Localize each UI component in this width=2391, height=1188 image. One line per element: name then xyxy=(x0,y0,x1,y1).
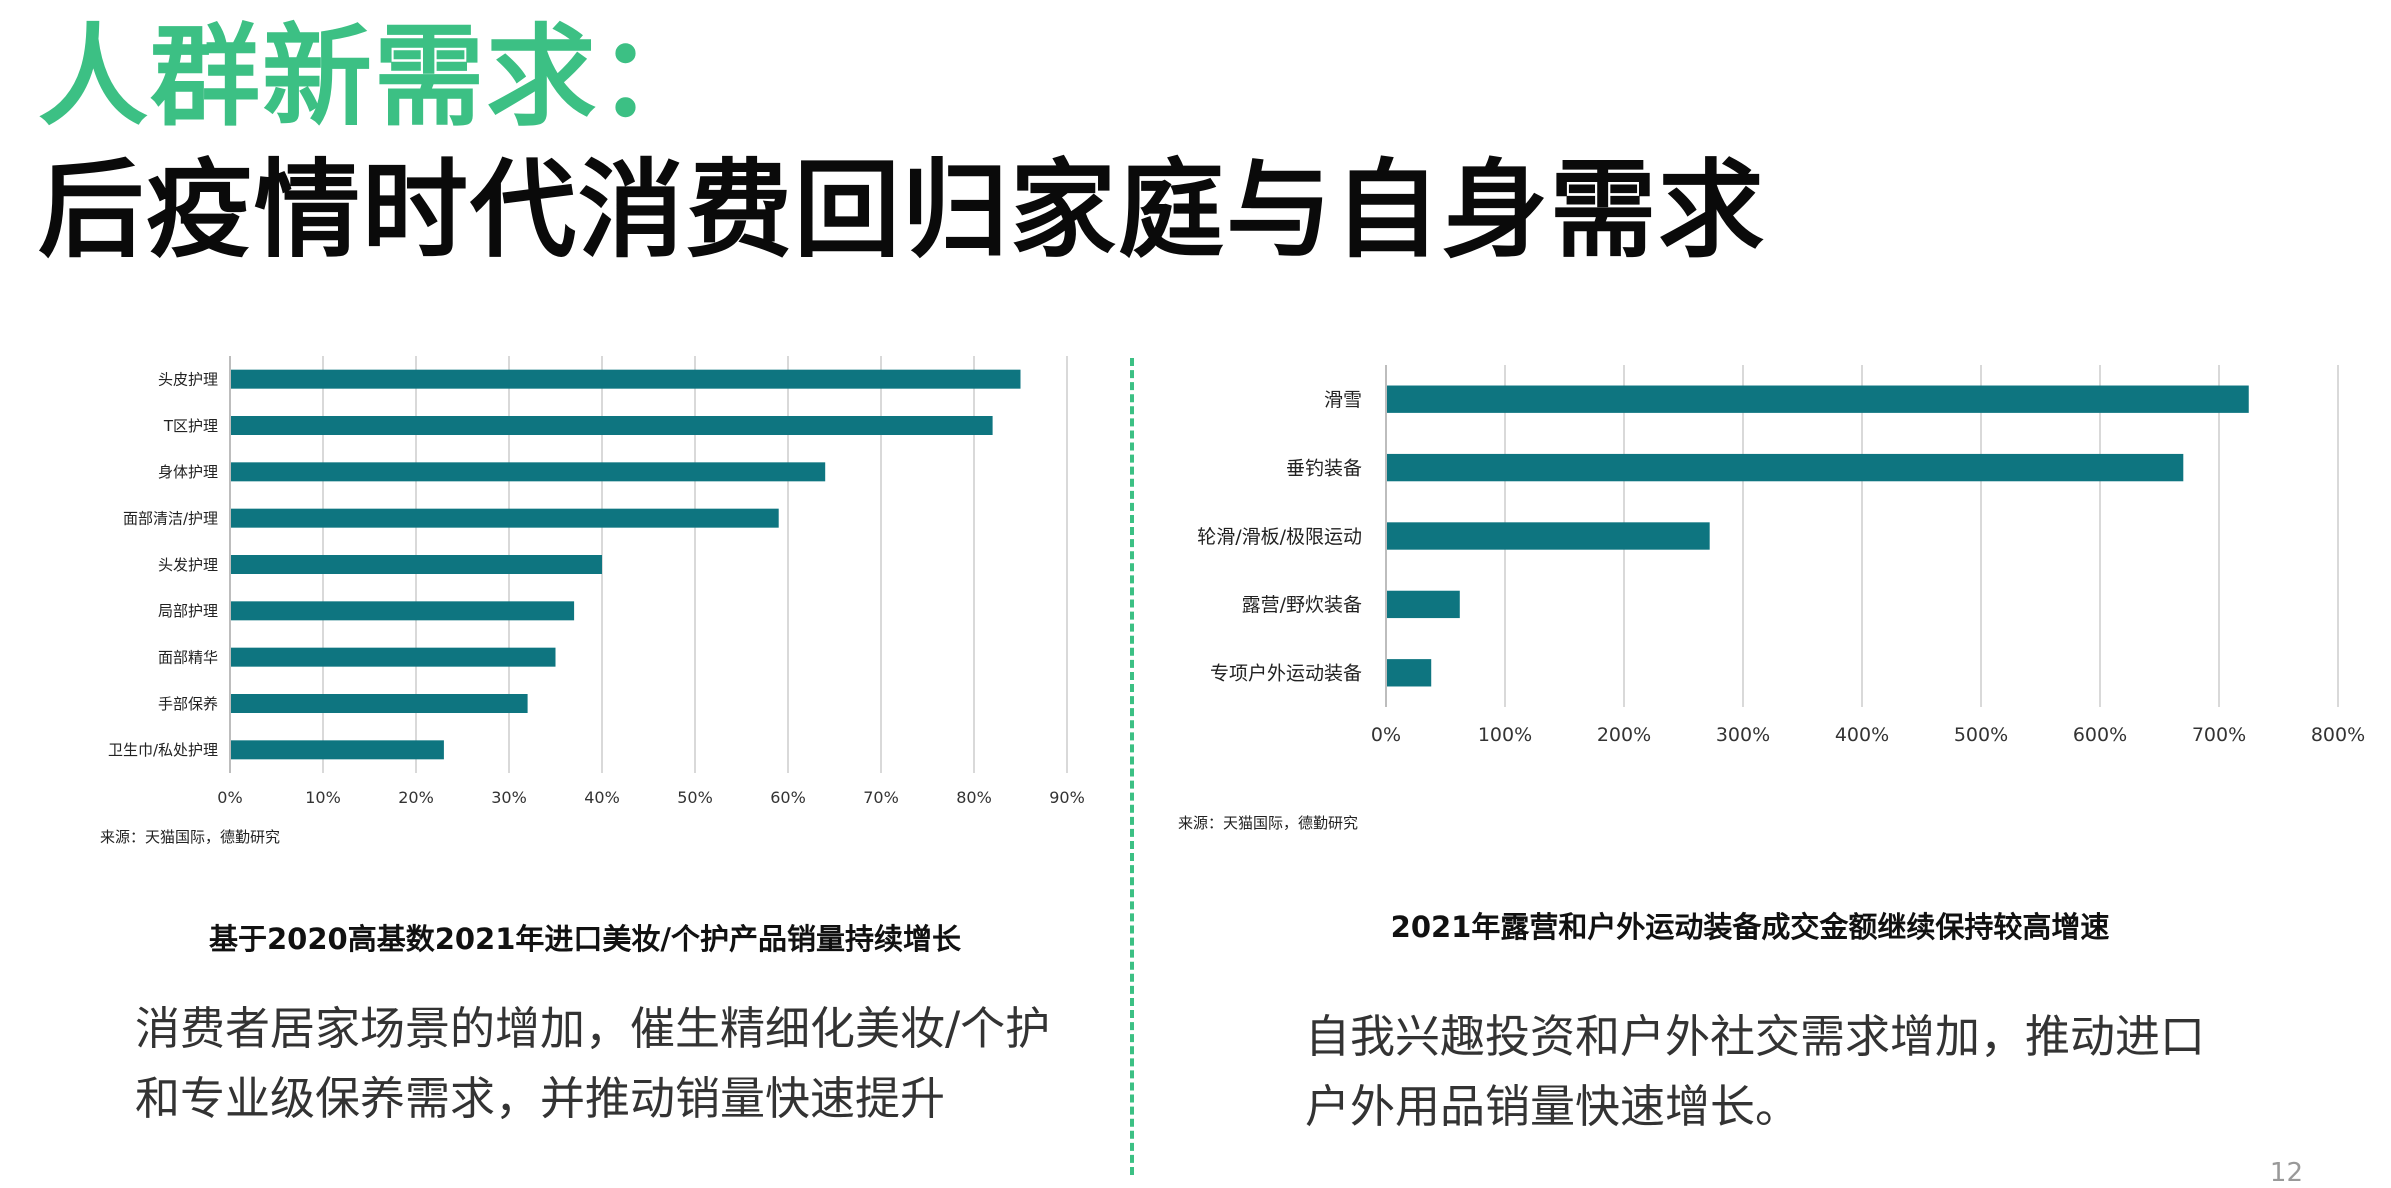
right-chart-bar xyxy=(1386,659,1432,687)
left-chart-x-tick-label: 50% xyxy=(677,788,713,807)
right-chart-category-label: 专项户外运动装备 xyxy=(1210,663,1362,685)
right-bar-chart: 0% 100% 200% 300% 400% 500% 600% 700% 800% 滑雪垂钓装备… xyxy=(1160,345,2365,785)
left-chart-x-tick-label: 80% xyxy=(956,788,992,807)
left-chart-bar xyxy=(230,555,602,574)
right-chart-bar xyxy=(1386,590,1460,619)
right-chart-category-label: 垂钓装备 xyxy=(1286,457,1362,479)
right-description-line1: 自我兴趣投资和户外社交需求增加，推动进口 xyxy=(1305,1010,2206,1063)
left-chart-x-tick-label: 60% xyxy=(770,788,806,807)
right-chart-bar xyxy=(1386,522,1710,550)
left-chart-bar xyxy=(230,601,575,621)
left-description: 消费者居家场景的增加，催生精细化美妆/个护 和专业级保养需求，并推动销量快速提升 xyxy=(135,994,1050,1134)
left-chart-category-label: 头皮护理 xyxy=(158,371,218,389)
left-chart-category-label: 面部清洁/护理 xyxy=(123,510,218,528)
page-title-line2: 后疫情时代消费回归家庭与自身需求 xyxy=(38,149,1766,272)
right-chart-category-label: 露营/野炊装备 xyxy=(1242,594,1362,616)
right-chart-x-tick-label: 200% xyxy=(1597,724,1651,746)
left-chart-x-tick-label: 20% xyxy=(398,788,434,807)
left-chart-bar xyxy=(230,462,826,482)
left-chart-category-label: 卫生巾/私处护理 xyxy=(108,741,218,759)
left-description-line2: 和专业级保养需求，并推动销量快速提升 xyxy=(135,1072,946,1125)
left-chart-category-label: 身体护理 xyxy=(158,463,218,481)
left-chart-category-label: 手部保养 xyxy=(158,695,218,713)
left-chart-category-label: 局部护理 xyxy=(158,602,218,620)
left-description-line1: 消费者居家场景的增加，催生精细化美妆/个护 xyxy=(135,1002,1051,1055)
left-chart-x-tick-label: 40% xyxy=(584,788,620,807)
right-chart-x-tick-label: 400% xyxy=(1835,724,1889,746)
left-chart-category-label: 头发护理 xyxy=(158,556,218,574)
left-chart-x-tick-label: 70% xyxy=(863,788,899,807)
left-chart-bar xyxy=(230,647,556,667)
right-chart-x-tick-label: 0% xyxy=(1371,724,1401,746)
right-chart-category-label: 轮滑/滑板/极限运动 xyxy=(1197,526,1362,548)
left-chart-category-label: 面部精华 xyxy=(158,649,218,667)
left-chart-x-tick-label: 10% xyxy=(305,788,341,807)
right-chart-x-tick-label: 300% xyxy=(1716,724,1770,746)
right-chart-category-label: 滑雪 xyxy=(1324,389,1362,411)
left-chart-bar xyxy=(230,508,779,528)
left-chart-x-tick-label: 90% xyxy=(1049,788,1085,807)
right-chart-svg: 0% 100% 200% 300% 400% 500% 600% 700% 800% 滑雪垂钓装备… xyxy=(1197,365,2365,746)
page-number: 12 xyxy=(2269,1158,2303,1188)
panel-divider xyxy=(1130,358,1134,1175)
left-chart-svg: 0% 10% 20% 30% 40% 50% 60% 70% 80% 90% 头皮护理 T区护理身体护… xyxy=(108,356,1085,807)
left-chart-category-label: T区护理 xyxy=(163,417,218,435)
right-chart-bar xyxy=(1386,385,2249,413)
left-chart-bar xyxy=(230,740,444,760)
right-chart-x-tick-label: 100% xyxy=(1478,724,1532,746)
left-chart-caption: 基于2020高基数2021年进口美妆/个护产品销量持续增长 xyxy=(208,922,962,956)
right-chart-bar xyxy=(1386,453,2184,482)
right-chart-x-tick-label: 500% xyxy=(1954,724,2008,746)
left-chart-bar xyxy=(230,369,1021,389)
left-chart-x-tick-label: 30% xyxy=(491,788,527,807)
left-chart-x-tick-label: 0% xyxy=(217,788,242,807)
right-chart-x-tick-label: 800% xyxy=(2311,724,2365,746)
right-source-note: 来源：天猫国际，德勤研究 xyxy=(1178,814,1359,832)
page-title-line1: 人群新需求： xyxy=(38,13,710,141)
left-chart-bar xyxy=(230,416,993,435)
right-description: 自我兴趣投资和户外社交需求增加，推动进口 户外用品销量快速增长。 xyxy=(1305,1002,2205,1142)
right-chart-x-tick-label: 600% xyxy=(2073,724,2127,746)
right-chart-caption: 2021年露营和户外运动装备成交金额继续保持较高增速 xyxy=(1390,910,2110,944)
left-bar-chart: 0% 10% 20% 30% 40% 50% 60% 70% 80% 90% 头皮护理 T区护理身体护… xyxy=(60,340,1100,820)
left-chart-bar xyxy=(230,694,528,713)
right-description-line2: 户外用品销量快速增长。 xyxy=(1305,1080,1801,1133)
right-chart-x-tick-label: 700% xyxy=(2192,724,2246,746)
left-source-note: 来源：天猫国际，德勤研究 xyxy=(100,828,281,846)
